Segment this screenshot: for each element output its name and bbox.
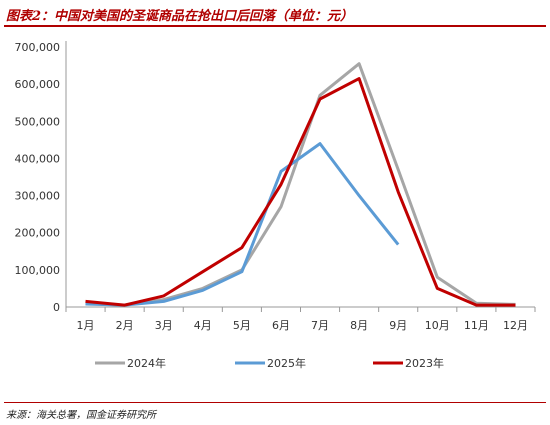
x-tick-label: 12月 (503, 319, 528, 332)
series-lines (85, 62, 516, 307)
x-tick-label: 3月 (155, 319, 173, 332)
legend-label: 2025年 (267, 356, 306, 370)
x-tick-label: 10月 (425, 319, 450, 332)
y-tick-label: 700,000 (15, 41, 61, 54)
y-tick-label: 600,000 (15, 78, 61, 91)
x-tick-label: 9月 (389, 319, 407, 332)
x-tick-label: 7月 (311, 319, 329, 332)
footer-rule (4, 402, 546, 403)
title-underline (4, 25, 546, 27)
y-tick-label: 500,000 (15, 115, 61, 128)
x-tick-label: 6月 (272, 319, 290, 332)
y-tick-label: 100,000 (15, 264, 61, 277)
x-tick-label: 1月 (77, 319, 95, 332)
series-line-2024年 (85, 62, 516, 307)
y-tick-label: 400,000 (15, 152, 61, 165)
legend-label: 2024年 (127, 356, 166, 370)
y-tick-label: 200,000 (15, 227, 61, 240)
series-line-2025年 (85, 142, 400, 307)
x-tick-label: 11月 (464, 319, 489, 332)
x-tick-label: 8月 (350, 319, 368, 332)
y-tick-label: 300,000 (15, 190, 61, 203)
x-tick-label: 2月 (116, 319, 134, 332)
y-tick-label: 0 (53, 301, 60, 314)
source-note: 来源：海关总署，国金证券研究所 (6, 410, 156, 421)
x-axis: 1月 2月 3月 4月 5月 6月 7月 8月 9月 10月 11月 12月 (65, 306, 536, 332)
x-tick-label: 4月 (194, 319, 212, 332)
legend-label: 2023年 (405, 356, 444, 370)
series-line-2023年 (85, 77, 516, 307)
x-tick-label: 5月 (233, 319, 251, 332)
chart-title: 图表2：中国对美国的圣诞商品在抢出口后回落（单位：元） (6, 9, 354, 24)
legend: 2024年 2025年 2023年 (95, 356, 444, 370)
y-axis: 0 100,000 200,000 300,000 400,000 500,000 600,… (15, 41, 67, 314)
